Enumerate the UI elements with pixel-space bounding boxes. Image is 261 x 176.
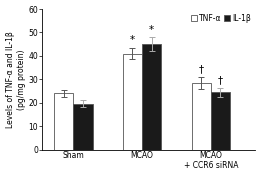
Legend: TNF-α, IL-1β: TNF-α, IL-1β [190,13,252,23]
Text: †: † [199,65,204,75]
Bar [54,93,73,150]
Bar [142,44,161,150]
Text: *: * [130,35,135,45]
Bar [211,92,230,150]
Bar [123,54,142,150]
Bar [192,83,211,150]
Bar [73,104,93,150]
Y-axis label: Levels of TNF-α and IL-1β
(pg/mg protein): Levels of TNF-α and IL-1β (pg/mg protein… [5,31,26,128]
Text: *: * [149,25,154,35]
Text: †: † [218,75,223,85]
